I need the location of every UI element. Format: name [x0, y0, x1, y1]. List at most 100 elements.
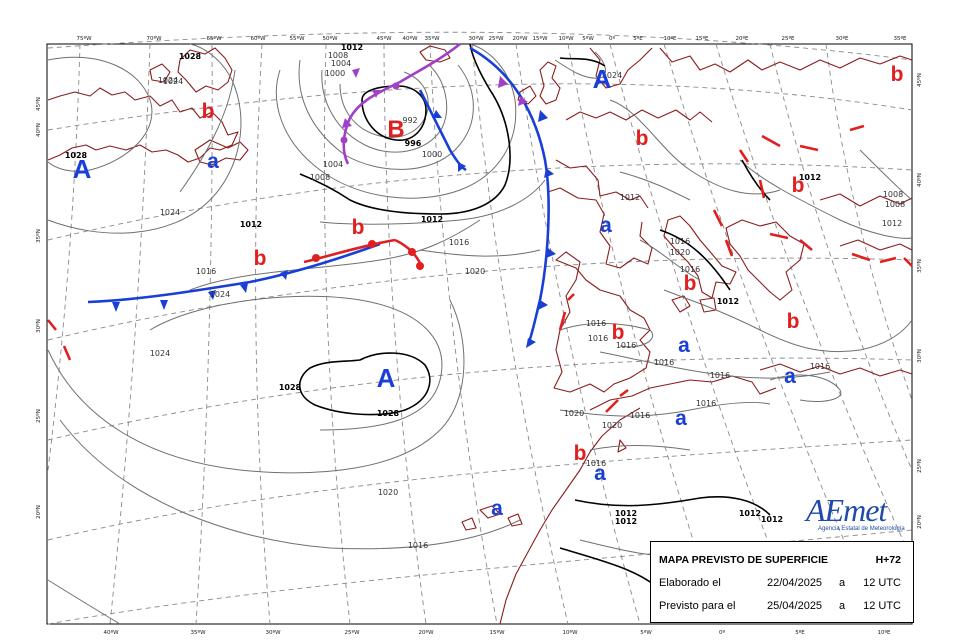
- isobar-label: 1024: [158, 76, 178, 85]
- isobar-label: 1012: [615, 517, 637, 526]
- isobar-label: 1020: [564, 409, 584, 418]
- longitude-label-bottom: 10ºE: [877, 629, 891, 636]
- isobar-label: 1008: [885, 200, 905, 209]
- longitude-label-top: 5ºW: [582, 35, 594, 42]
- longitude-label-top: 30ºE: [835, 35, 849, 42]
- low-pressure-center: b: [612, 321, 625, 344]
- isobar-label: 1016: [710, 371, 730, 380]
- warm-front-pips: [312, 240, 424, 270]
- isobar-label: 1016: [810, 362, 830, 371]
- high-pressure-center: A: [73, 154, 92, 184]
- isobar-label: 1016: [670, 237, 690, 246]
- longitude-label-top: 65ºW: [206, 35, 222, 42]
- valid-time: 12 UTC: [863, 600, 901, 612]
- longitude-label-top: 25ºE: [781, 35, 795, 42]
- longitude-label-top: 35ºE: [893, 35, 907, 42]
- high-pressure-center: a: [594, 462, 606, 485]
- isobar-label: 1012: [620, 193, 640, 202]
- latitude-label-left: 25ºN: [35, 409, 42, 423]
- latitude-label-right: 20ºN: [916, 515, 923, 529]
- low-pressure-center: b: [352, 216, 365, 239]
- longitude-label-top: 60ºW: [250, 35, 266, 42]
- low-pressure-center: b: [574, 442, 587, 465]
- longitude-label-top: 20ºE: [735, 35, 749, 42]
- low-pressure-center: b: [787, 310, 800, 333]
- low-pressure-center: b: [254, 247, 267, 270]
- longitude-label-bottom: 0º: [719, 629, 725, 636]
- longitude-label-top: 55ºW: [289, 35, 305, 42]
- longitude-label-top: 25ºW: [488, 35, 504, 42]
- longitude-label-top: 70ºW: [146, 35, 162, 42]
- high-pressure-center: a: [678, 334, 690, 357]
- high-pressure-center: a: [600, 214, 612, 237]
- longitude-label-top: 30ºW: [468, 35, 484, 42]
- valid-label: Previsto para el: [659, 600, 736, 612]
- longitude-label-bottom: 30ºW: [265, 629, 281, 636]
- isobar-label: 1024: [210, 290, 230, 299]
- isobar-label: 1016: [449, 238, 469, 247]
- map-title: MAPA PREVISTO DE SUPERFICIE: [659, 554, 828, 566]
- low-pressure-center: B: [387, 116, 404, 143]
- longitude-label-top: 5ºE: [633, 35, 643, 42]
- warm-front: [303, 238, 396, 264]
- isobar-label: 1028: [65, 151, 88, 160]
- isobar-label: 1020: [602, 421, 622, 430]
- cold-front-west: [87, 242, 381, 304]
- latitude-label-right: 45ºN: [916, 73, 923, 87]
- longitude-label-bottom: 10ºW: [562, 629, 578, 636]
- latitude-label-left: 45ºN: [35, 97, 42, 111]
- latitude-label-left: 30ºN: [35, 319, 42, 333]
- high-pressure-center: a: [784, 365, 796, 388]
- isobar-label: 1024: [163, 77, 183, 86]
- valid-at: a: [839, 600, 846, 612]
- low-pressure-center: b: [202, 100, 215, 123]
- isobar-label: 1012: [615, 509, 637, 518]
- isobar-label: 992: [402, 116, 417, 125]
- isobar-label: 1016: [196, 267, 216, 276]
- longitude-label-bottom: 25ºW: [344, 629, 360, 636]
- isobar-label: 1008: [328, 51, 348, 60]
- valid-date: 25/04/2025: [767, 600, 823, 612]
- longitude-label-top: 75ºW: [76, 35, 92, 42]
- longitude-label-bottom: 15ºW: [489, 629, 505, 636]
- latitude-label-left: 20ºN: [35, 505, 42, 519]
- latitude-label-right: 35ºN: [916, 259, 923, 273]
- longitude-label-top: 10ºE: [663, 35, 677, 42]
- isobar-label: 1028: [179, 52, 202, 61]
- isobar-label: 1024: [602, 71, 622, 80]
- longitude-label-top: 10ºW: [558, 35, 574, 42]
- latitude-label-right: 30ºN: [916, 349, 923, 363]
- longitude-label-top: 0º: [609, 35, 615, 42]
- longitude-labels-bottom: 40ºW 35ºW 30ºW 25ºW 20ºW 15ºW 10ºW 5ºW 0º 5ºE 10ºE: [103, 629, 891, 636]
- cold-front-east: [469, 46, 550, 346]
- isobar-label: 1024: [150, 349, 170, 358]
- isobar-label: 1004: [323, 160, 343, 169]
- aemet-logo: AEmet Agencia Estatal de Meteorología: [800, 492, 912, 538]
- isobar-label: 1004: [331, 59, 351, 68]
- elaborated-date: 22/04/2025: [767, 577, 823, 589]
- isobar-label: 1008: [883, 190, 903, 199]
- high-pressure-center: a: [491, 497, 503, 520]
- longitude-label-top: 35ºW: [424, 35, 440, 42]
- low-pressure-center: b: [684, 272, 697, 295]
- isobar-label: 1024: [160, 208, 180, 217]
- isobar-label: 1012: [717, 297, 739, 306]
- latitude-labels-left: 45ºN 40ºN 35ºN 30ºN 25ºN 20ºN: [35, 97, 42, 519]
- isobar-label: 996: [405, 139, 422, 148]
- latitude-labels-right: 45ºN 40ºN 35ºN 30ºN 25ºN 20ºN: [916, 73, 923, 529]
- isobar-label: 1012: [882, 219, 902, 228]
- elaborated-label: Elaborado el: [659, 577, 721, 589]
- isobar-label: 1016: [680, 265, 700, 274]
- low-pressure-center: b: [792, 174, 805, 197]
- high-pressure-center: A: [593, 64, 612, 94]
- isobar-label: 1016: [408, 541, 428, 550]
- isobar-label: 1020: [465, 267, 485, 276]
- isobar-label: 1000: [422, 150, 442, 159]
- elaborated-time: 12 UTC: [863, 577, 901, 589]
- longitude-label-top: 15ºE: [695, 35, 709, 42]
- isobar-label: 1016: [586, 459, 606, 468]
- occluded-pips: [340, 68, 528, 144]
- troughs: [46, 124, 913, 413]
